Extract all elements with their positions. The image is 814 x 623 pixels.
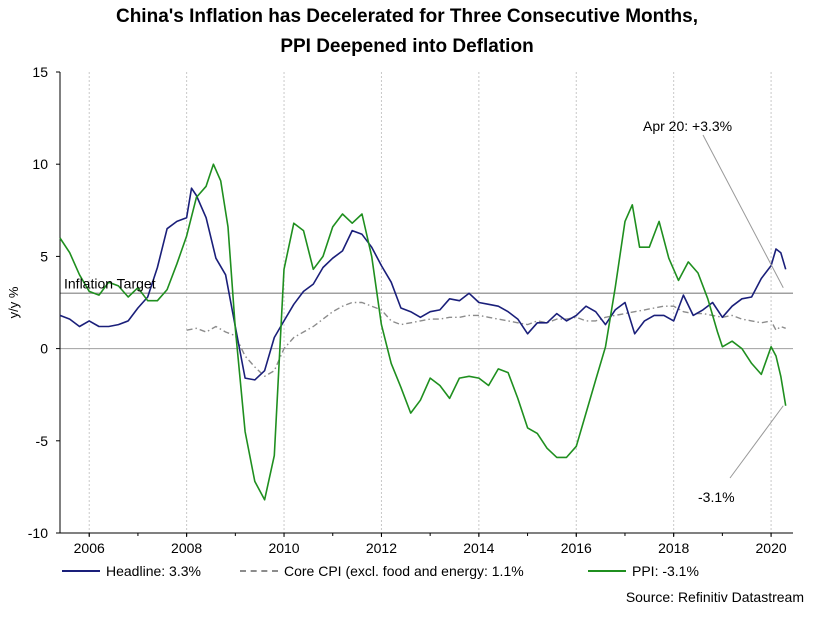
annotations: Inflation Target Apr 20: +3.3% -3.1% xyxy=(64,118,784,505)
y-tick-label: 10 xyxy=(32,156,48,172)
x-tick-label: 2008 xyxy=(171,540,202,556)
y-tick-label: -5 xyxy=(36,433,49,449)
x-tick-label: 2006 xyxy=(74,540,105,556)
x-tick-label: 2014 xyxy=(463,540,494,556)
ppi-series-line xyxy=(59,163,787,501)
y-axis-label: y/y % xyxy=(6,286,21,318)
inflation-target-label: Inflation Target xyxy=(64,275,156,291)
headline-series-line xyxy=(59,187,787,381)
y-tick-label: 5 xyxy=(40,248,48,264)
legend-label-headline: Headline: 3.3% xyxy=(106,563,201,579)
legend-label-ppi: PPI: -3.1% xyxy=(632,563,699,579)
x-tick-label: 2012 xyxy=(366,540,397,556)
x-tick-label: 2010 xyxy=(268,540,299,556)
axes: 2006 2008 2010 2012 2014 2016 2018 2020 -10 -5 0 5 1… xyxy=(6,64,793,556)
x-tick-label: 2016 xyxy=(561,540,592,556)
source-note: Source: Refinitiv Datastream xyxy=(625,589,804,605)
legend-item-core: Core CPI (excl. food and energy: 1.1% xyxy=(240,563,524,579)
x-tick-label: 2020 xyxy=(756,540,787,556)
chart-title-line1: China's Inflation has Decelerated for Th… xyxy=(115,6,699,27)
y-tick-label: 15 xyxy=(32,64,48,80)
legend-swatch-ppi xyxy=(588,570,626,572)
y-tick-label: -10 xyxy=(28,525,48,541)
chart-title-line2: PPI Deepened into Deflation xyxy=(280,36,534,57)
legend-item-ppi: PPI: -3.1% xyxy=(588,563,699,579)
x-tick-label: 2018 xyxy=(658,540,689,556)
legend-label-core: Core CPI (excl. food and energy: 1.1% xyxy=(284,563,524,579)
legend-item-headline: Headline: 3.3% xyxy=(62,563,201,579)
grid-lines xyxy=(60,72,793,533)
core-cpi-series-line xyxy=(186,301,786,377)
y-tick-label: 0 xyxy=(40,341,48,357)
annotation-headline: Apr 20: +3.3% xyxy=(643,118,732,134)
annotation-ppi: -3.1% xyxy=(698,489,735,505)
series-lines xyxy=(59,163,787,501)
legend-swatch-headline xyxy=(62,570,100,572)
annotation-leader-headline xyxy=(702,134,784,288)
legend-swatch-core xyxy=(240,570,278,572)
annotation-leader-ppi xyxy=(729,405,784,479)
